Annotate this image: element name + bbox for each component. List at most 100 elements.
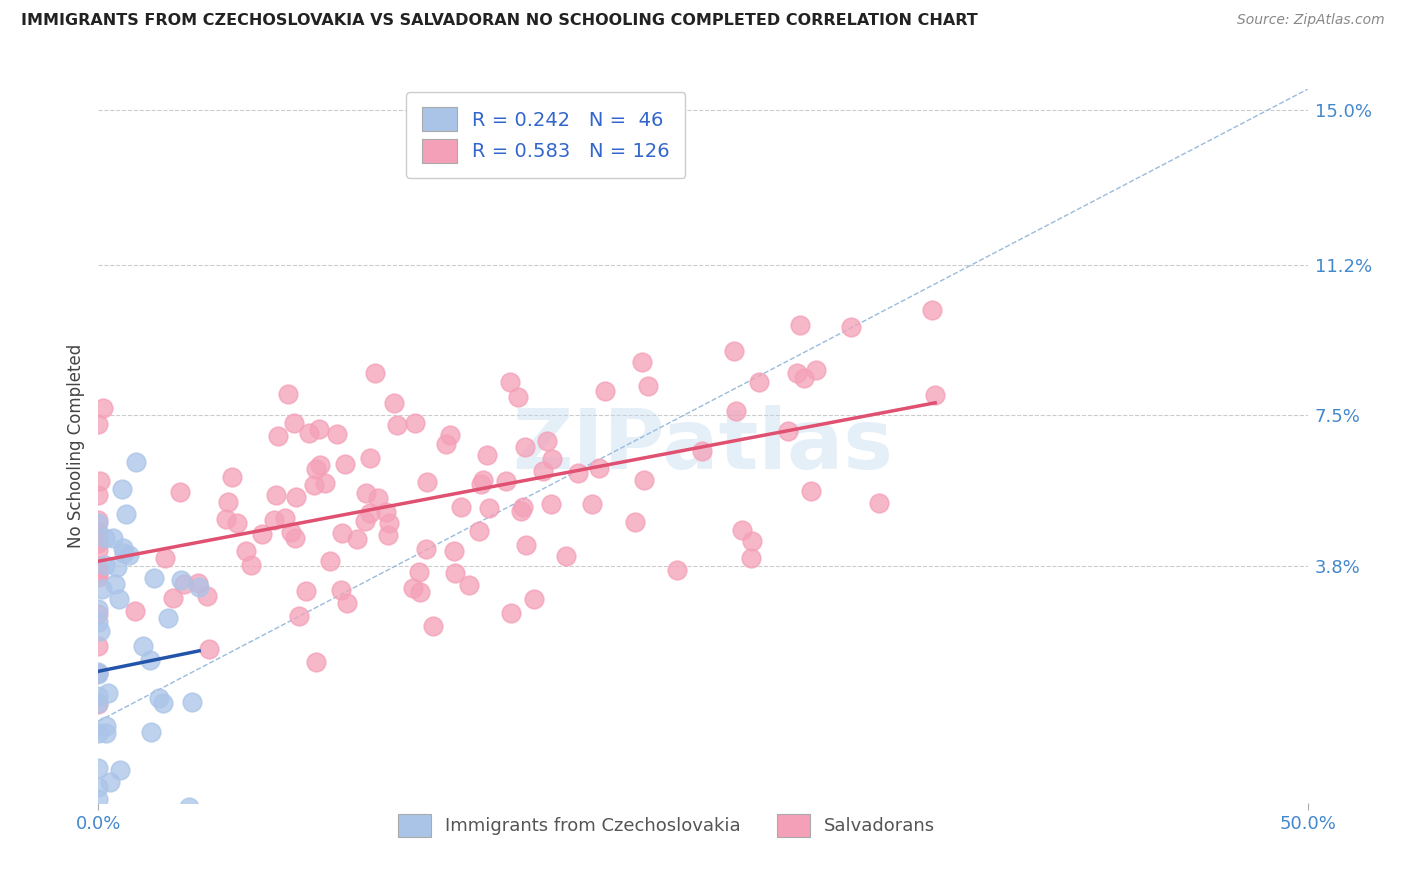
Point <box>540 497 562 511</box>
Point <box>839 320 862 334</box>
Point <box>124 604 146 618</box>
Point <box>506 391 529 405</box>
Point <box>101 531 124 545</box>
Point <box>637 378 659 392</box>
Point <box>97 686 120 700</box>
Point <box>105 559 128 574</box>
Point <box>723 344 745 359</box>
Point <box>377 528 399 542</box>
Text: Source: ZipAtlas.com: Source: ZipAtlas.com <box>1237 13 1385 28</box>
Point <box>87 536 110 550</box>
Point <box>87 516 110 530</box>
Point <box>924 388 946 402</box>
Point <box>115 507 138 521</box>
Point <box>385 417 408 432</box>
Point <box>478 500 501 515</box>
Point <box>868 496 890 510</box>
Point <box>94 719 117 733</box>
Point <box>439 428 461 442</box>
Point <box>94 726 117 740</box>
Point <box>87 761 110 775</box>
Point <box>143 571 166 585</box>
Point <box>162 591 184 606</box>
Point <box>250 527 273 541</box>
Point <box>444 566 467 581</box>
Point <box>523 592 546 607</box>
Point <box>152 696 174 710</box>
Point <box>408 566 430 580</box>
Point <box>87 558 110 573</box>
Point <box>314 476 336 491</box>
Point <box>263 513 285 527</box>
Point <box>87 513 110 527</box>
Point <box>284 531 307 545</box>
Point <box>346 532 368 546</box>
Point <box>359 506 381 520</box>
Point <box>443 544 465 558</box>
Point <box>87 570 110 584</box>
Point <box>283 417 305 431</box>
Point <box>87 725 110 739</box>
Point <box>108 591 131 606</box>
Point <box>108 764 131 778</box>
Point <box>475 448 498 462</box>
Point <box>555 549 578 564</box>
Point <box>87 615 110 629</box>
Point <box>111 541 134 555</box>
Point <box>354 486 377 500</box>
Point <box>382 396 405 410</box>
Point <box>93 558 115 572</box>
Point <box>226 516 249 531</box>
Point <box>280 525 302 540</box>
Point <box>776 424 799 438</box>
Point <box>89 624 111 639</box>
Point <box>409 585 432 599</box>
Point <box>110 482 132 496</box>
Point <box>173 577 195 591</box>
Point <box>308 421 330 435</box>
Point <box>87 697 110 711</box>
Point <box>567 466 589 480</box>
Point <box>541 451 564 466</box>
Point <box>402 581 425 595</box>
Point <box>90 582 112 596</box>
Point <box>536 434 558 448</box>
Point <box>593 384 616 398</box>
Point <box>87 665 110 680</box>
Point <box>326 427 349 442</box>
Point <box>921 302 943 317</box>
Point <box>378 516 401 531</box>
Point <box>472 473 495 487</box>
Point <box>87 780 110 794</box>
Point <box>450 500 472 514</box>
Point <box>148 815 170 830</box>
Point <box>103 577 125 591</box>
Point <box>87 488 110 502</box>
Point <box>690 444 713 458</box>
Point <box>804 363 827 377</box>
Point <box>631 355 654 369</box>
Point <box>93 531 115 545</box>
Point <box>139 725 162 739</box>
Point <box>633 473 655 487</box>
Point <box>305 655 328 669</box>
Point <box>87 564 110 578</box>
Point <box>195 589 218 603</box>
Point <box>132 640 155 654</box>
Point <box>415 541 437 556</box>
Point <box>221 470 243 484</box>
Point <box>298 426 321 441</box>
Point <box>581 497 603 511</box>
Point <box>120 873 142 888</box>
Point <box>468 524 491 539</box>
Point <box>87 566 110 581</box>
Point <box>198 642 221 657</box>
Point <box>179 800 201 814</box>
Point <box>800 484 823 499</box>
Point <box>87 667 110 681</box>
Point <box>98 775 121 789</box>
Point <box>309 458 332 473</box>
Point <box>336 596 359 610</box>
Point <box>89 474 111 488</box>
Point <box>91 401 114 416</box>
